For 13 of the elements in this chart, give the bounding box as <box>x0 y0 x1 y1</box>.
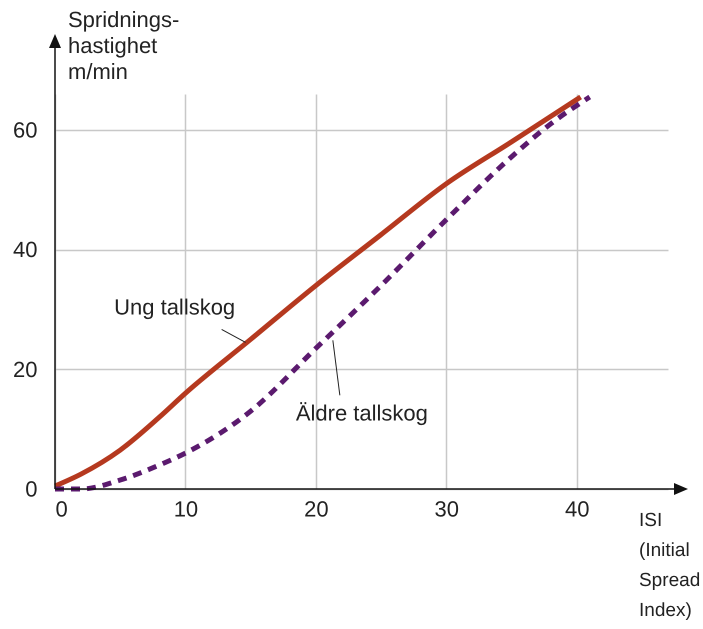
series-label: Äldre tallskog <box>296 400 428 426</box>
series-label: Ung tallskog <box>114 294 236 320</box>
y-tick-label: 0 <box>25 476 38 502</box>
x-tick-label: 40 <box>564 496 590 522</box>
x-axis-title: ISI (Initial Spread Index) <box>639 510 700 621</box>
y-tick-label: 20 <box>13 356 38 382</box>
y-tick-label: 40 <box>13 237 38 262</box>
x-tick-label: 0 <box>56 496 68 522</box>
y-tick-label: 60 <box>13 117 38 142</box>
y-axis-title: Spridnings- hastighet m/min <box>68 7 180 84</box>
x-tick-label: 30 <box>434 496 460 522</box>
x-tick-label: 20 <box>304 496 329 522</box>
x-tick-label: 10 <box>174 496 198 522</box>
